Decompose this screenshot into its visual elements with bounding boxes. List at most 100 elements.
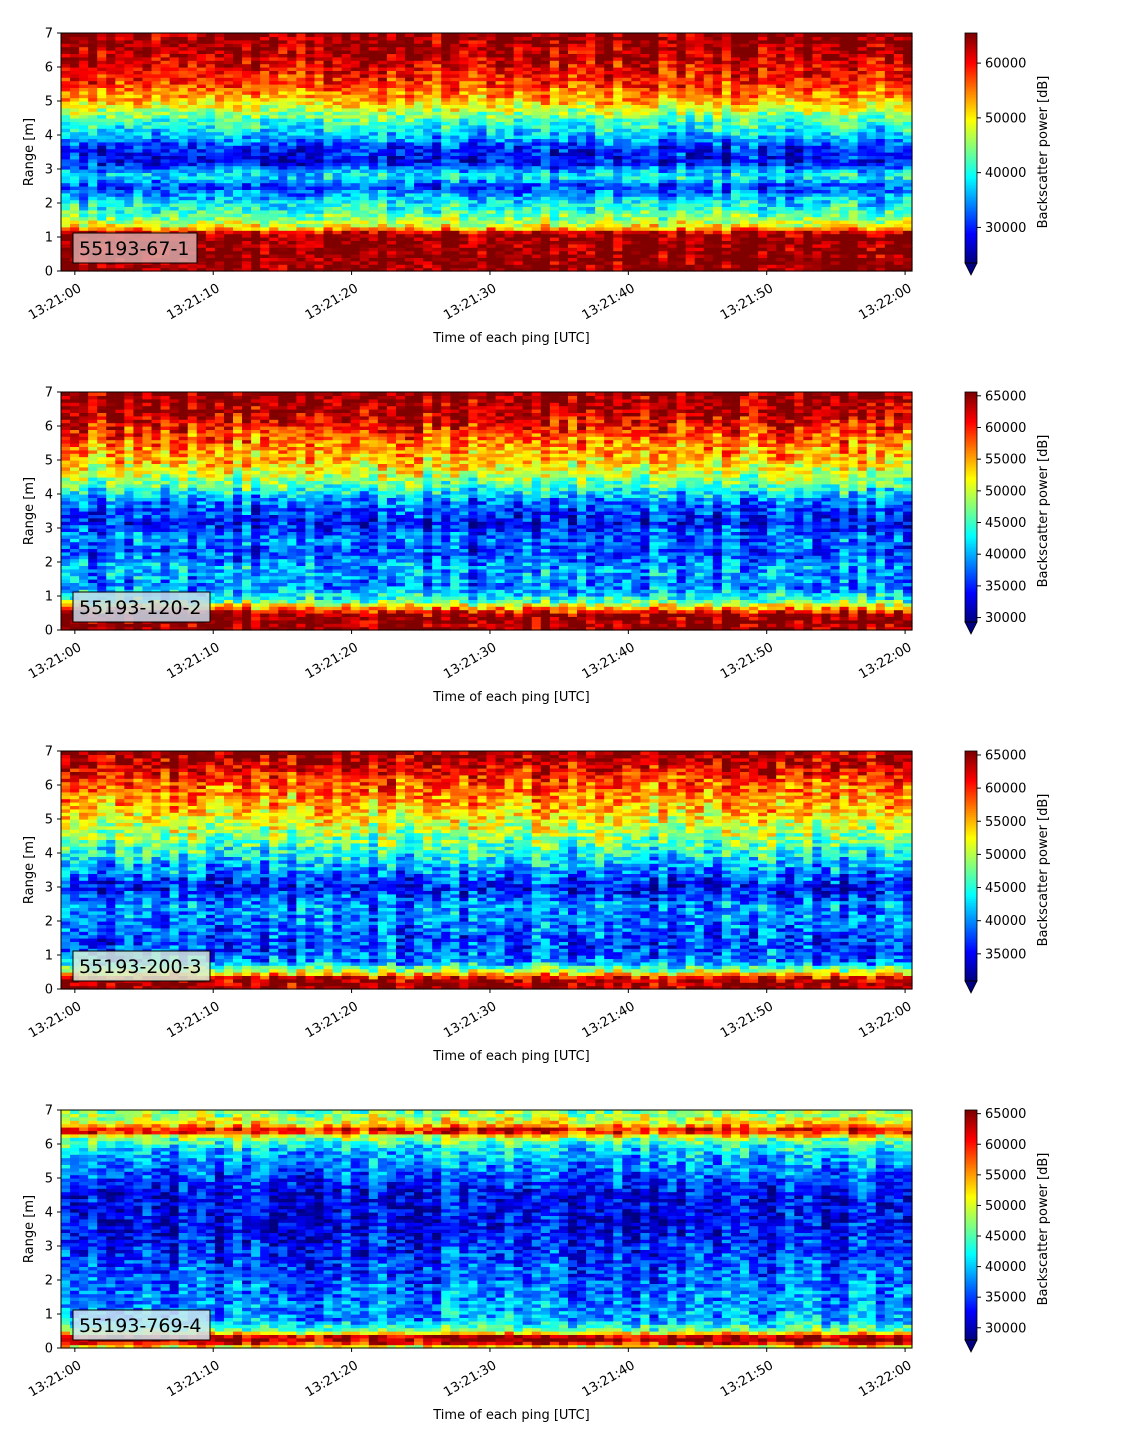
heatmap-cell <box>568 33 578 37</box>
heatmap-cell <box>378 149 388 153</box>
heatmap-cell <box>468 264 478 268</box>
heatmap-cell <box>613 234 623 238</box>
heatmap-cell <box>170 193 180 197</box>
heatmap-cell <box>269 244 279 248</box>
heatmap-cell <box>269 200 279 204</box>
heatmap-cell <box>559 251 569 255</box>
heatmap-cell <box>622 142 632 146</box>
heatmap-cell <box>405 244 415 248</box>
heatmap-cell <box>378 234 388 238</box>
heatmap-cell <box>396 200 406 204</box>
heatmap-cell <box>251 142 261 146</box>
heatmap-cell <box>396 193 406 197</box>
heatmap-cell <box>269 166 279 170</box>
heatmap-cell <box>695 33 705 37</box>
heatmap-cell <box>360 210 370 214</box>
heatmap-cell <box>70 142 80 146</box>
heatmap-cell <box>324 166 334 170</box>
heatmap-cell <box>496 264 506 268</box>
heatmap-cell <box>505 193 515 197</box>
heatmap-cell <box>496 176 506 180</box>
heatmap-cell <box>360 142 370 146</box>
heatmap-cell <box>133 210 143 214</box>
heatmap-cell <box>152 142 162 146</box>
heatmap-cell <box>360 166 370 170</box>
heatmap-cell <box>197 244 207 248</box>
heatmap-cell <box>142 210 152 214</box>
heatmap-cell <box>695 251 705 255</box>
heatmap-cell <box>215 142 225 146</box>
heatmap-cell <box>360 193 370 197</box>
heatmap-cell <box>550 244 560 248</box>
heatmap-cell <box>61 33 71 37</box>
heatmap-cell <box>179 149 189 153</box>
heatmap-cell <box>559 200 569 204</box>
heatmap-cell <box>550 33 560 37</box>
heatmap-cell <box>260 183 270 187</box>
heatmap-cell <box>106 176 116 180</box>
heatmap-cell <box>170 264 180 268</box>
heatmap-cell <box>640 166 650 170</box>
heatmap-cell <box>559 142 569 146</box>
heatmap-cell <box>523 210 533 214</box>
heatmap-cell <box>577 200 587 204</box>
heatmap-cell <box>595 149 605 153</box>
heatmap-cell <box>695 176 705 180</box>
heatmap-cell <box>369 166 379 170</box>
heatmap-cell <box>97 200 107 204</box>
heatmap-cell <box>604 210 614 214</box>
heatmap-cell <box>613 193 623 197</box>
heatmap-cell <box>604 176 614 180</box>
heatmap-cell <box>215 234 225 238</box>
heatmap-cell <box>396 176 406 180</box>
heatmap-cell <box>142 227 152 231</box>
heatmap-cell <box>314 244 324 248</box>
heatmap-cell <box>70 33 80 37</box>
heatmap-cell <box>369 176 379 180</box>
heatmap-cell <box>631 210 641 214</box>
heatmap-cell <box>124 142 134 146</box>
heatmap-cell <box>414 217 424 221</box>
heatmap-cell <box>423 193 433 197</box>
heatmap-cell <box>550 183 560 187</box>
heatmap-cell <box>197 142 207 146</box>
heatmap-cell <box>432 142 442 146</box>
heatmap-cell <box>423 217 433 221</box>
heatmap-cell <box>278 264 288 268</box>
heatmap-cell <box>441 159 451 163</box>
heatmap-cell <box>278 176 288 180</box>
heatmap-cell <box>387 183 397 187</box>
heatmap-cell <box>577 264 587 268</box>
heatmap-cell <box>215 132 225 136</box>
heatmap-cell <box>450 166 460 170</box>
heatmap-cell <box>514 200 524 204</box>
heatmap-cell <box>423 200 433 204</box>
heatmap-cell <box>170 200 180 204</box>
heatmap-cell <box>314 234 324 238</box>
heatmap-cell <box>468 234 478 238</box>
heatmap-cell <box>206 234 216 238</box>
heatmap-cell <box>586 166 596 170</box>
heatmap-cell <box>296 210 306 214</box>
heatmap-cell <box>233 33 243 37</box>
heatmap-cell <box>441 33 451 37</box>
heatmap-cell <box>695 227 705 231</box>
heatmap-cell <box>487 176 497 180</box>
heatmap-cell <box>269 210 279 214</box>
heatmap-cell <box>206 166 216 170</box>
heatmap-cell <box>631 244 641 248</box>
heatmap-cell <box>97 176 107 180</box>
heatmap-cell <box>88 166 98 170</box>
heatmap-cell <box>133 227 143 231</box>
heatmap-cell <box>468 159 478 163</box>
heatmap-cell <box>224 183 234 187</box>
heatmap-cell <box>496 142 506 146</box>
heatmap-cell <box>61 251 71 255</box>
heatmap-cell <box>432 166 442 170</box>
heatmap-cell <box>414 244 424 248</box>
heatmap-cell <box>423 176 433 180</box>
heatmap-cell <box>505 227 515 231</box>
heatmap-cell <box>387 142 397 146</box>
heatmap-cell <box>206 33 216 37</box>
heatmap-cell <box>233 234 243 238</box>
